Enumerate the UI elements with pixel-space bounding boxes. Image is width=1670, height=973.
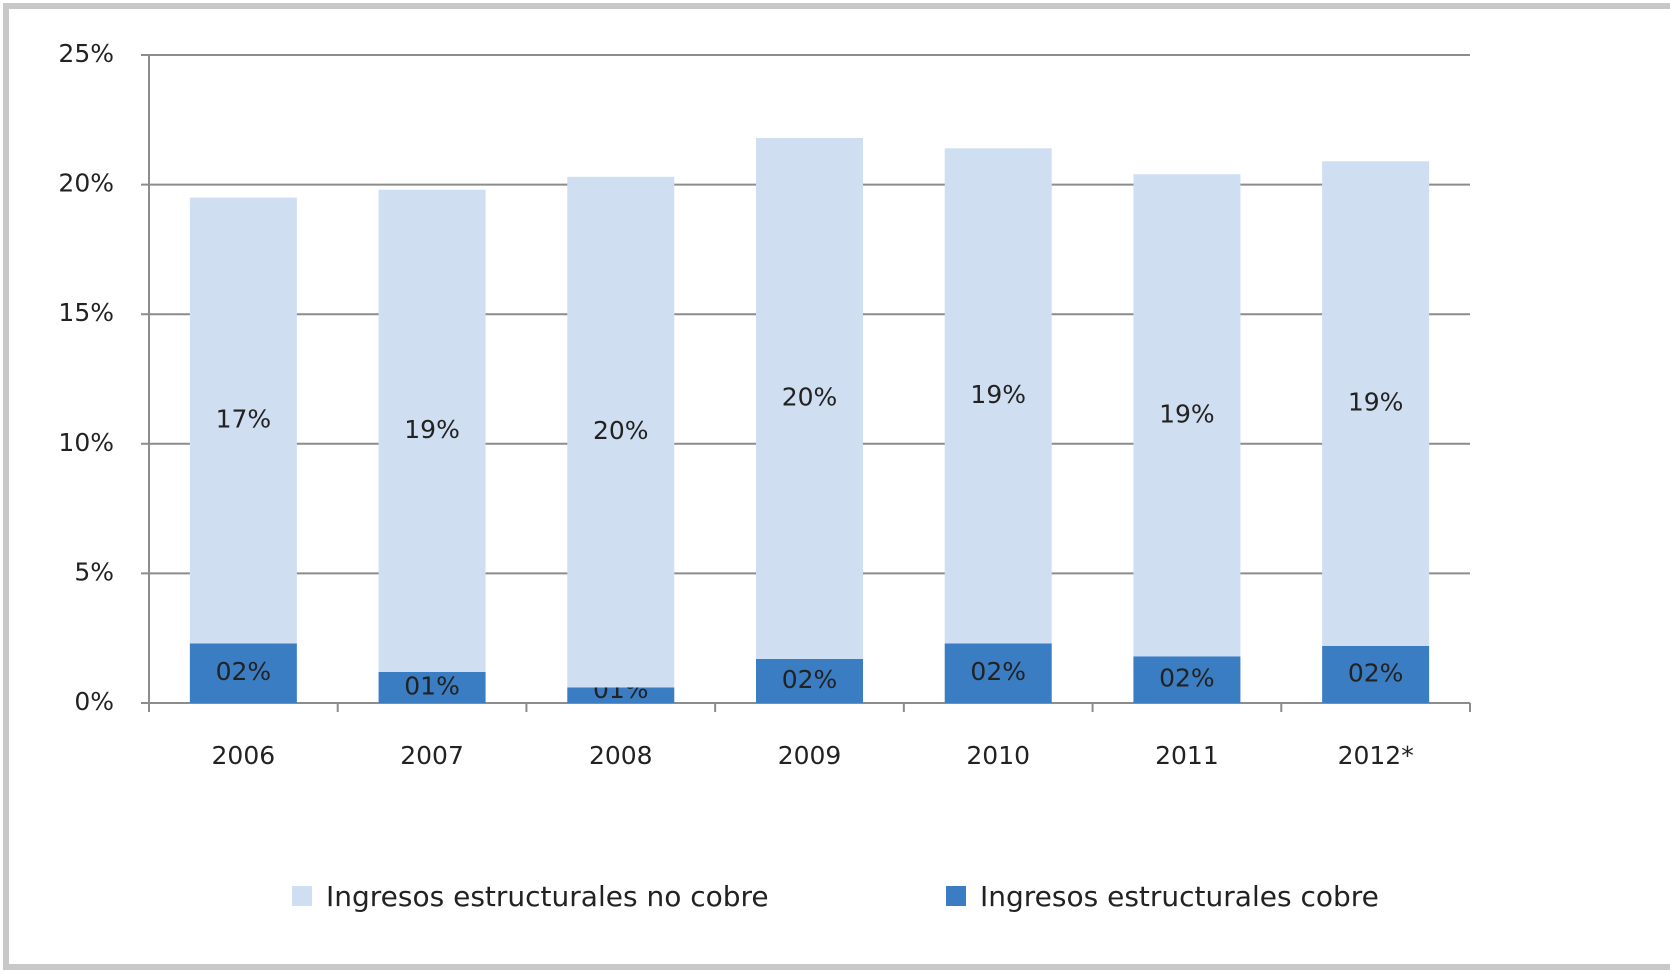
bar-segment bbox=[1133, 656, 1241, 703]
data-label: 20% bbox=[593, 416, 649, 445]
bar-segment bbox=[378, 189, 486, 672]
x-tick-label: 2009 bbox=[778, 741, 842, 770]
y-tick-label: 5% bbox=[74, 557, 114, 586]
bar-segment bbox=[378, 671, 486, 703]
bar-segment bbox=[567, 687, 675, 703]
x-tick-label: 2006 bbox=[212, 741, 276, 770]
y-tick-label: 25% bbox=[58, 39, 114, 68]
legend-swatch bbox=[946, 886, 966, 906]
bar-segment bbox=[1322, 161, 1430, 646]
bar-segment bbox=[756, 658, 863, 703]
bar-segment bbox=[567, 176, 675, 688]
x-tick-label: 2011 bbox=[1155, 741, 1219, 770]
legend-swatch bbox=[292, 886, 312, 906]
legend-label: Ingresos estructurales no cobre bbox=[326, 880, 769, 913]
y-tick-label: 10% bbox=[58, 428, 114, 457]
bar-segment bbox=[189, 197, 297, 644]
x-tick-label: 2012* bbox=[1338, 741, 1414, 770]
data-label: 19% bbox=[1159, 399, 1215, 428]
data-label: 19% bbox=[404, 415, 460, 444]
y-tick-label: 0% bbox=[74, 687, 114, 716]
legend-label: Ingresos estructurales cobre bbox=[980, 880, 1379, 913]
data-label: 01% bbox=[404, 671, 460, 700]
data-label: 19% bbox=[970, 380, 1026, 409]
bar-segment bbox=[1322, 645, 1430, 703]
chart-frame bbox=[3, 3, 1670, 970]
data-label: 02% bbox=[970, 657, 1026, 686]
data-label: 02% bbox=[216, 657, 272, 686]
data-label: 02% bbox=[1348, 658, 1404, 687]
data-label: 02% bbox=[1159, 664, 1215, 693]
x-tick-label: 2008 bbox=[589, 741, 653, 770]
bar-segment bbox=[756, 137, 863, 659]
bar-segment bbox=[944, 148, 1052, 644]
data-label: 02% bbox=[782, 665, 838, 694]
x-tick-label: 2010 bbox=[966, 741, 1030, 770]
data-label: 20% bbox=[782, 382, 838, 411]
bar-segment bbox=[944, 643, 1052, 703]
data-label: 17% bbox=[216, 404, 272, 433]
bar-segment bbox=[1133, 174, 1241, 657]
bar-segment bbox=[189, 643, 297, 703]
x-tick-label: 2007 bbox=[400, 741, 464, 770]
y-tick-label: 20% bbox=[58, 169, 114, 198]
data-label: 19% bbox=[1348, 388, 1404, 417]
y-tick-label: 15% bbox=[58, 298, 114, 327]
